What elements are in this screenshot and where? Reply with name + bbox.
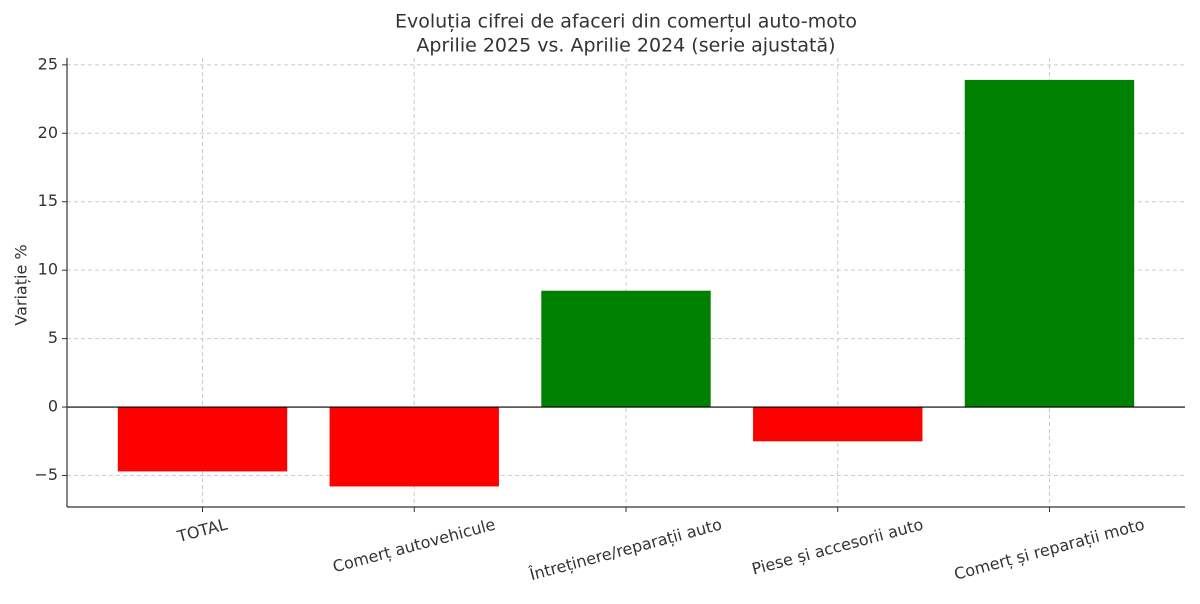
x-tick-label: Întreținere/reparații auto [527, 515, 724, 585]
bar [753, 407, 923, 442]
y-tick-label: −5 [34, 465, 58, 484]
bar [964, 79, 1135, 408]
y-tick-label: 5 [48, 328, 58, 347]
chart-title: Evoluția cifrei de afaceri din comerțul … [395, 11, 857, 33]
y-tick-label: 25 [38, 54, 58, 73]
bar [329, 407, 499, 487]
x-tick-label: Piese și accesorii auto [750, 515, 926, 579]
x-tick-label: Comerț autovehicule [331, 515, 498, 577]
y-tick-label: 10 [38, 260, 58, 279]
bar [117, 407, 288, 472]
chart-subtitle: Aprilie 2025 vs. Aprilie 2024 (serie aju… [416, 35, 835, 57]
y-tick-label: 20 [38, 123, 58, 142]
bar [541, 290, 711, 408]
y-tick-label: 15 [38, 191, 58, 210]
x-tick-label: TOTAL [174, 515, 229, 547]
y-axis-label: Variație % [12, 244, 31, 325]
x-tick-label: Comerț și reparații moto [952, 515, 1147, 584]
y-tick-label: 0 [48, 397, 58, 416]
